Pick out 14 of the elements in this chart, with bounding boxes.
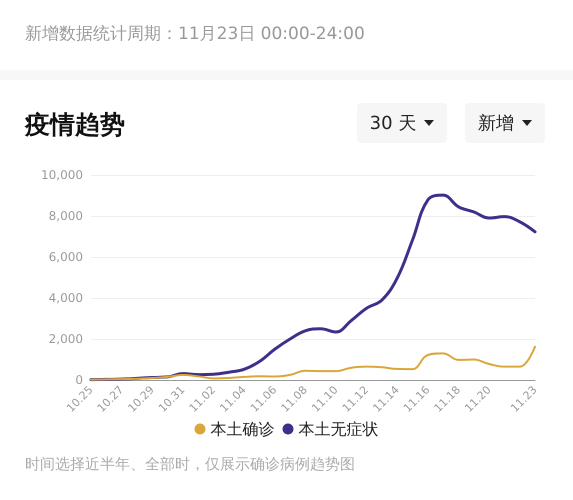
text: 时间选择近半年、全部时，仅展示确诊病例趋势图 xyxy=(25,455,355,474)
y-tick-label: 10,000 xyxy=(41,168,83,182)
y-tick-label: 6,000 xyxy=(48,250,83,264)
line-series xyxy=(90,346,536,381)
chart-subtitle: 新增数据统计周期：11月23日 00:00-24:00 xyxy=(25,23,365,45)
text: 30 天 xyxy=(370,112,416,135)
text: 新增 xyxy=(478,112,514,135)
y-tick-label: 2,000 xyxy=(48,332,83,346)
chart-title: 疫情趋势 xyxy=(25,109,125,141)
legend-label: 本土无症状 xyxy=(298,420,378,438)
y-tick-label: 8,000 xyxy=(48,209,83,223)
y-tick-label: 0 xyxy=(75,373,83,387)
y-tick-label: 4,000 xyxy=(48,291,83,305)
legend-label: 本土确诊 xyxy=(210,420,274,438)
